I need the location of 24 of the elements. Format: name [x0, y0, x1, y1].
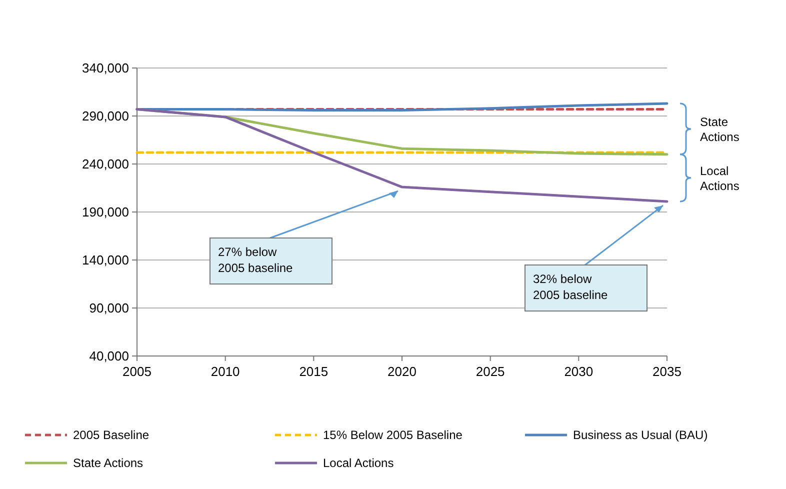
y-tick-label: 90,000: [89, 300, 129, 316]
text: Local Actions: [700, 164, 740, 193]
x-tick-label: 2015: [299, 364, 328, 379]
x-tick-label: 2020: [388, 364, 416, 379]
x-tick-label: 2005: [122, 364, 152, 379]
y-tick-label: 290,000: [82, 108, 129, 124]
legend-label: 15% Below 2005 Baseline: [323, 428, 463, 442]
annotation: 27% below 2005 baseline: [218, 245, 294, 275]
y-tick-label: 190,000: [82, 204, 129, 220]
x-tick-label: 2035: [652, 364, 682, 379]
x-tick-label: 2010: [210, 364, 240, 379]
legend-label: Business as Usual (BAU): [573, 428, 708, 442]
line-series: [136, 108, 668, 203]
legend-label: 2005 Baseline: [73, 428, 150, 442]
x-tick-label: 2030: [564, 364, 594, 379]
legend-label: State Actions: [73, 456, 144, 470]
text: State Actions: [700, 114, 740, 144]
legend-label: Local Actions: [323, 456, 394, 470]
y-tick-label: 340,000: [82, 60, 129, 76]
y-tick-label: 40,000: [89, 348, 129, 364]
annotation: 32% below 2005 baseline: [533, 272, 608, 302]
y-tick-label: 140,000: [82, 252, 129, 268]
y-tick-label: 240,000: [82, 156, 129, 172]
x-tick-label: 2025: [476, 364, 505, 379]
